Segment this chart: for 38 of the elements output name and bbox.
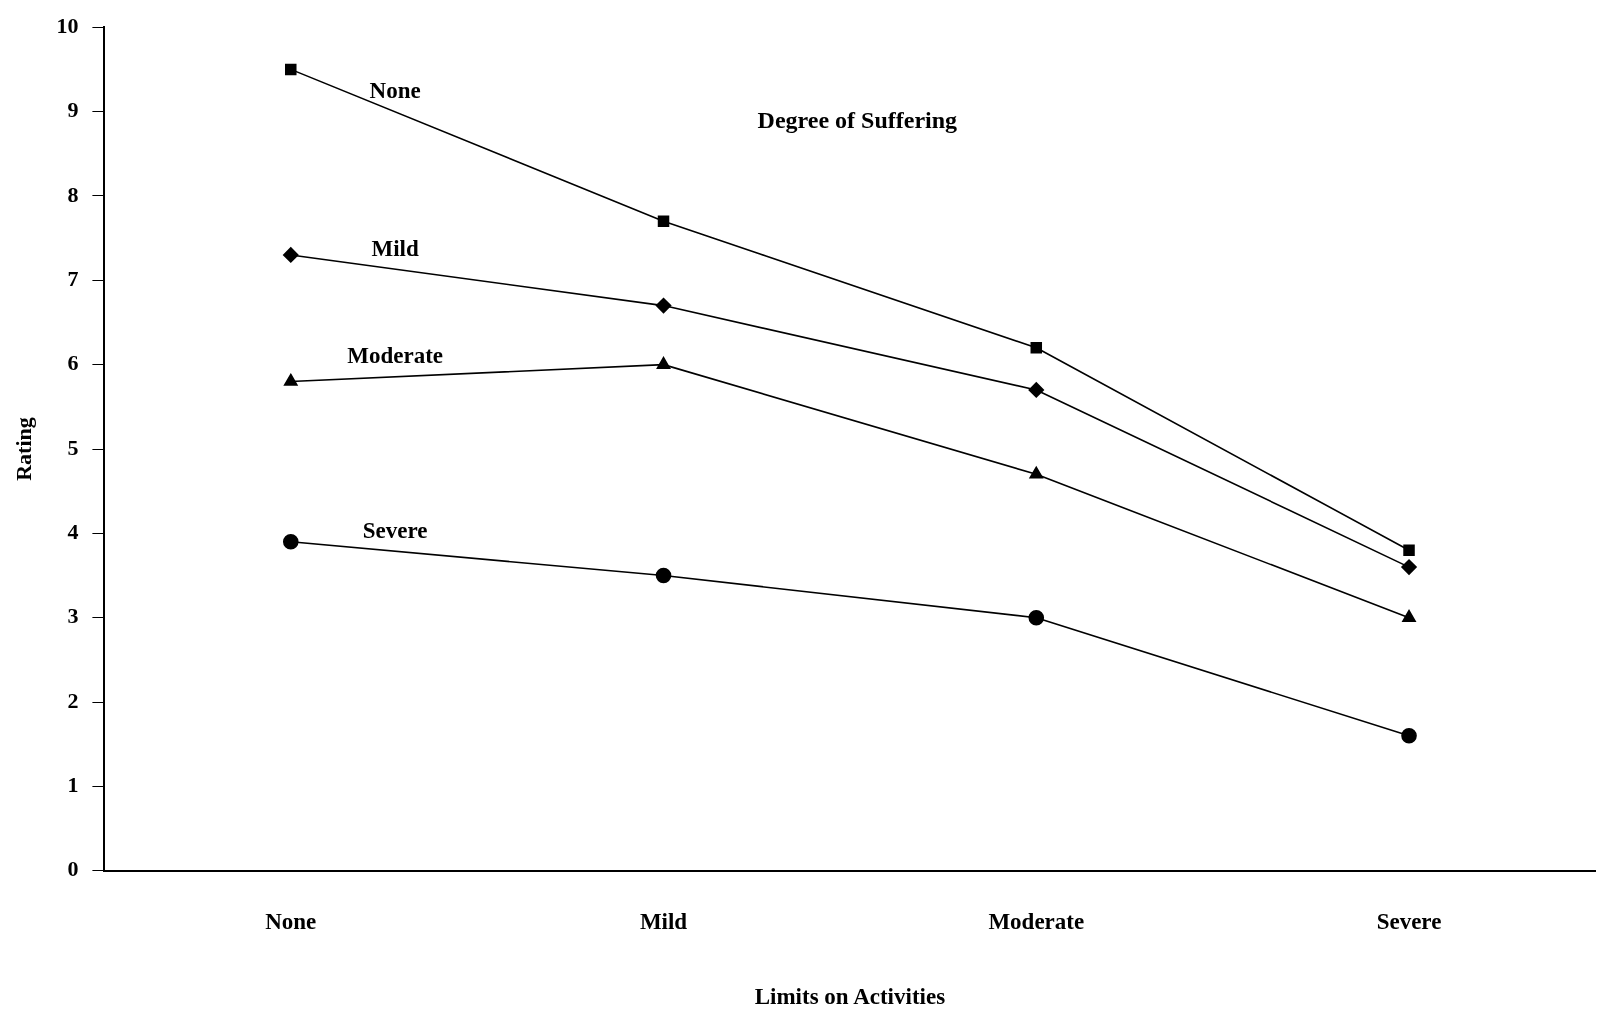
y-tick-label: 5 [67, 434, 79, 460]
point [1402, 609, 1416, 623]
legend-title: Degree of Suffering [757, 107, 958, 134]
y-tick-label: 0 [67, 856, 79, 882]
point [656, 356, 671, 369]
point [1030, 342, 1043, 354]
y-tick-label: 2 [67, 687, 79, 713]
point [282, 247, 299, 263]
series-label: Severe [362, 517, 428, 543]
y-tick-label: 3 [67, 603, 79, 629]
point [283, 373, 298, 386]
point [1029, 466, 1044, 479]
x-tick-label: Severe [1376, 908, 1442, 934]
y-tick-label: 10 [56, 12, 79, 38]
y-tick-label: 6 [67, 350, 79, 376]
y-tick-label: 1 [67, 772, 79, 798]
series-label: None [369, 78, 421, 104]
y-axis-title: Rating [10, 417, 36, 481]
point [1028, 382, 1045, 398]
x-tick-label: Mild [639, 908, 688, 934]
point [285, 63, 297, 76]
point [1401, 559, 1417, 575]
point [655, 297, 672, 314]
series-label: Moderate [347, 343, 444, 369]
y-tick-label: 8 [67, 181, 79, 207]
y-tick-label: 7 [67, 265, 79, 291]
y-tick-label: 9 [67, 97, 79, 123]
point [657, 215, 670, 227]
x-tick-label: Moderate [988, 908, 1085, 934]
y-tick-label: 4 [67, 519, 79, 545]
point [1403, 544, 1415, 556]
x-tick-label: None [265, 908, 317, 934]
point [1401, 728, 1417, 744]
series-label: Mild [371, 235, 419, 261]
x-axis-title: Limits on Activities [754, 984, 946, 1010]
point [282, 534, 299, 550]
point [1028, 609, 1045, 626]
point [655, 567, 672, 584]
